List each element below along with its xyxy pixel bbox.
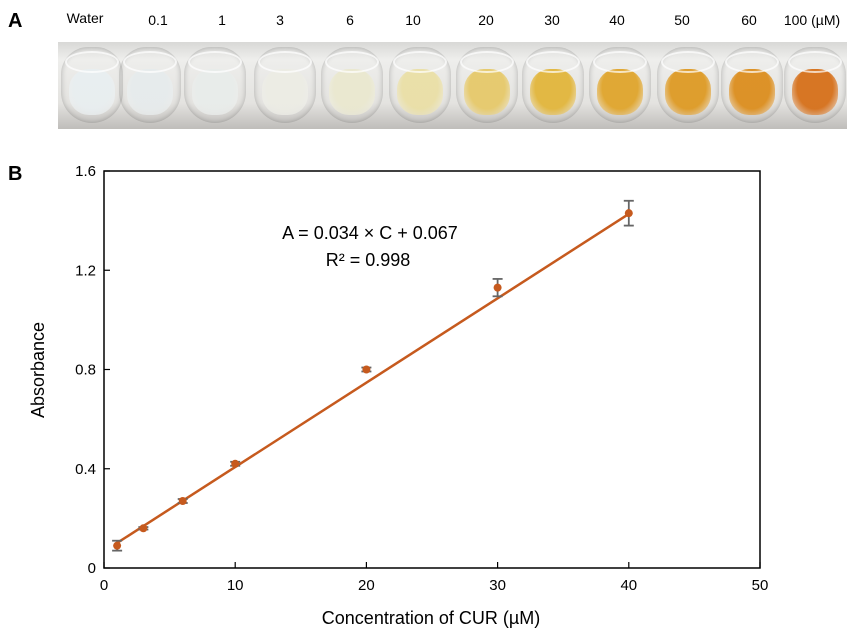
- concentration-label: 20: [478, 12, 494, 28]
- vial: [589, 47, 651, 123]
- data-point: [113, 541, 122, 550]
- concentration-label: 1: [218, 12, 226, 28]
- concentration-label: 3: [276, 12, 284, 28]
- y-tick-label: 0.4: [75, 461, 96, 478]
- data-point: [139, 524, 148, 533]
- concentration-label: 100 (µM): [783, 12, 841, 28]
- y-tick-label: 1.6: [75, 163, 96, 180]
- y-tick-label: 0: [88, 560, 96, 577]
- vial-photo: [58, 42, 847, 129]
- r-squared-text: R² = 0.998: [326, 250, 411, 270]
- data-point: [493, 283, 502, 292]
- concentration-label: 40: [609, 12, 625, 28]
- vial: [657, 47, 719, 123]
- y-tick-label: 0.8: [75, 362, 96, 379]
- panel-a-letter: A: [8, 10, 23, 32]
- vial: [389, 47, 451, 123]
- trendline-group: [116, 212, 630, 544]
- x-axis-title: Concentration of CUR (µM): [322, 608, 540, 628]
- concentration-label: 10: [405, 12, 421, 28]
- concentration-label: 0.1: [148, 12, 168, 28]
- x-tick-label: 40: [620, 577, 637, 594]
- concentration-label: 30: [544, 12, 560, 28]
- vial: [784, 47, 846, 123]
- concentration-label: 50: [674, 12, 690, 28]
- concentration-label: 60: [741, 12, 757, 28]
- data-points-group: [113, 209, 633, 550]
- vial: [522, 47, 584, 123]
- x-tick-label: 30: [489, 577, 506, 594]
- vial: [184, 47, 246, 123]
- vial: [721, 47, 783, 123]
- y-tick-label: 1.2: [75, 262, 96, 279]
- panel-b-letter: B: [8, 163, 23, 185]
- y-axis-title: Absorbance: [28, 322, 48, 418]
- data-point: [178, 497, 187, 506]
- x-tick-label: 0: [100, 577, 108, 594]
- trendline: [116, 212, 630, 544]
- regression-equation: A = 0.034 × C + 0.067: [282, 223, 458, 243]
- concentration-label: 6: [346, 12, 354, 28]
- chart-axes: 0 0.4 0.8 1.2 1.6 0 10 20 30 40 50: [75, 163, 768, 594]
- vial: [61, 47, 123, 123]
- vial: [254, 47, 316, 123]
- x-tick-label: 20: [358, 577, 375, 594]
- data-point: [362, 365, 371, 374]
- vial: [321, 47, 383, 123]
- x-tick-label: 10: [227, 577, 244, 594]
- data-point: [231, 459, 240, 468]
- vial: [456, 47, 518, 123]
- data-point: [624, 209, 633, 218]
- vial: [119, 47, 181, 123]
- concentration-label: Water: [66, 10, 104, 26]
- x-tick-label: 50: [752, 577, 769, 594]
